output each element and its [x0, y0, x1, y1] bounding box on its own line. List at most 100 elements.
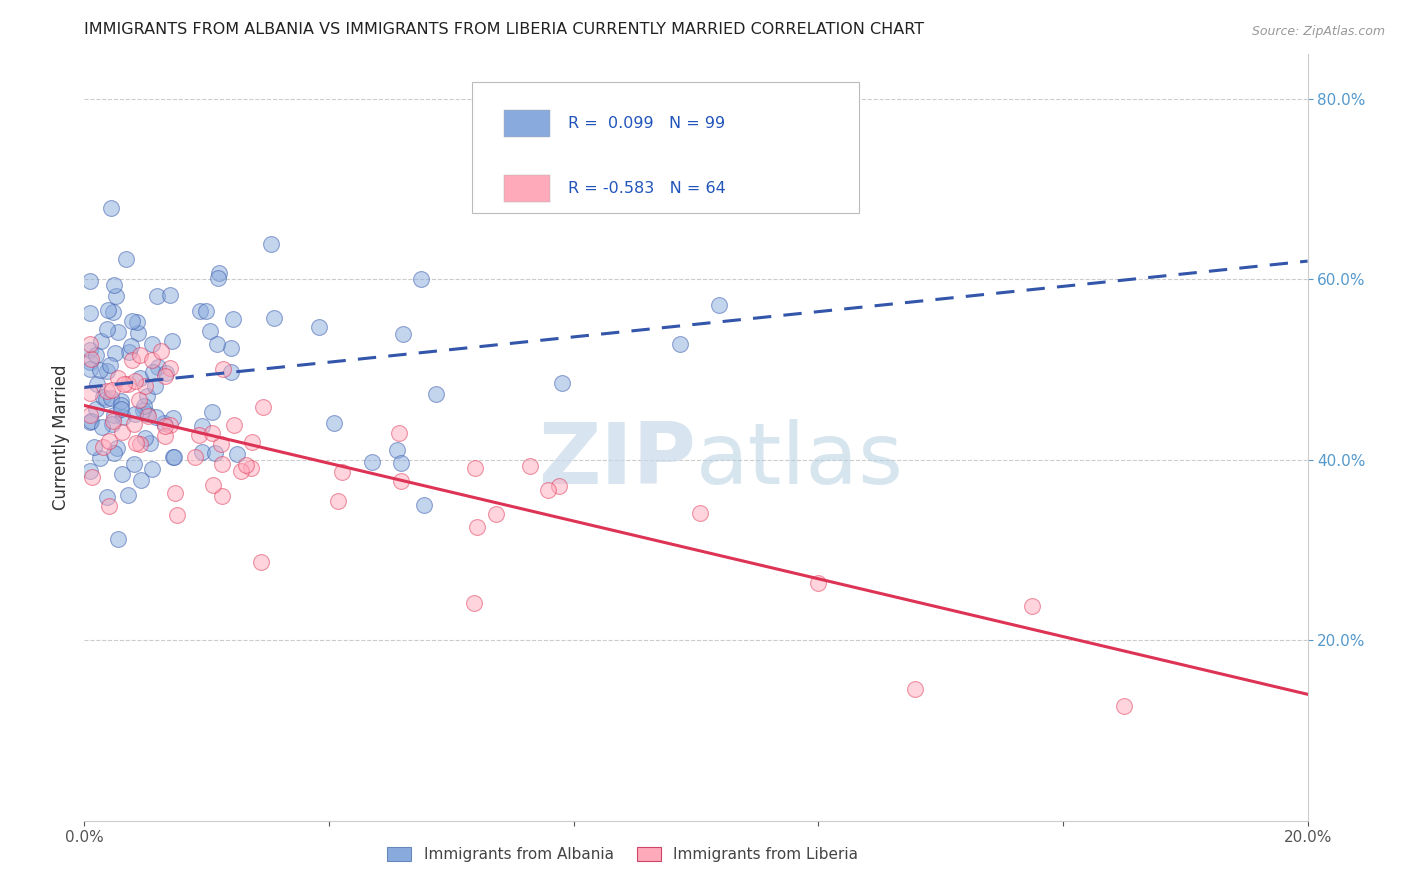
Immigrants from Liberia	[689, 506, 711, 520]
Immigrants from Albania	[100, 417, 122, 432]
Immigrants from Albania	[145, 409, 167, 424]
Immigrants from Albania	[79, 274, 101, 288]
Text: R = -0.583   N = 64: R = -0.583 N = 64	[568, 181, 725, 196]
Immigrants from Albania	[129, 473, 152, 487]
Immigrants from Liberia	[155, 418, 177, 433]
Immigrants from Liberia	[389, 474, 412, 488]
Text: IMMIGRANTS FROM ALBANIA VS IMMIGRANTS FROM LIBERIA CURRENTLY MARRIED CORRELATION: IMMIGRANTS FROM ALBANIA VS IMMIGRANTS FR…	[84, 22, 925, 37]
Immigrants from Liberia	[330, 465, 353, 479]
Immigrants from Albania	[124, 407, 146, 421]
Immigrants from Liberia	[166, 508, 188, 522]
Immigrants from Albania	[188, 304, 211, 318]
Immigrants from Liberia	[141, 352, 163, 367]
Immigrants from Albania	[207, 271, 229, 285]
Immigrants from Albania	[105, 441, 128, 455]
Immigrants from Liberia	[124, 435, 146, 450]
Immigrants from Albania	[84, 401, 107, 416]
Immigrants from Liberia	[149, 343, 172, 358]
Legend: Immigrants from Albania, Immigrants from Liberia: Immigrants from Albania, Immigrants from…	[381, 841, 865, 868]
Immigrants from Albania	[84, 348, 107, 362]
Immigrants from Liberia	[129, 437, 152, 451]
Immigrants from Albania	[194, 304, 217, 318]
Immigrants from Liberia	[548, 479, 571, 493]
Immigrants from Liberia	[96, 384, 118, 399]
Immigrants from Albania	[143, 379, 166, 393]
Immigrants from Liberia	[159, 360, 181, 375]
Immigrants from Albania	[110, 402, 132, 417]
Immigrants from Liberia	[80, 470, 103, 484]
Immigrants from Albania	[163, 450, 186, 464]
Immigrants from Albania	[94, 392, 117, 406]
Immigrants from Albania	[103, 408, 125, 422]
Immigrants from Liberia	[101, 383, 124, 397]
Immigrants from Albania	[117, 488, 139, 502]
Immigrants from Albania	[191, 445, 214, 459]
Immigrants from Liberia	[107, 370, 129, 384]
Immigrants from Albania	[105, 289, 128, 303]
Immigrants from Liberia	[211, 489, 233, 503]
Immigrants from Albania	[391, 327, 413, 342]
Immigrants from Liberia	[252, 401, 274, 415]
Immigrants from Liberia	[134, 379, 156, 393]
FancyBboxPatch shape	[503, 110, 550, 137]
Immigrants from Albania	[91, 390, 114, 404]
Immigrants from Liberia	[388, 426, 411, 441]
Immigrants from Liberia	[1021, 599, 1043, 613]
Immigrants from Liberia	[153, 369, 176, 384]
Immigrants from Albania	[129, 370, 152, 384]
Immigrants from Albania	[110, 398, 132, 412]
Immigrants from Albania	[219, 365, 242, 379]
Immigrants from Albania	[263, 311, 285, 326]
Immigrants from Albania	[122, 457, 145, 471]
Immigrants from Albania	[79, 355, 101, 369]
Immigrants from Albania	[79, 464, 101, 478]
Immigrants from Albania	[100, 202, 122, 216]
Immigrants from Albania	[111, 467, 134, 481]
Immigrants from Liberia	[111, 425, 134, 439]
Immigrants from Liberia	[485, 507, 508, 521]
Immigrants from Liberia	[463, 596, 485, 610]
Y-axis label: Currently Married: Currently Married	[52, 364, 70, 510]
Text: Source: ZipAtlas.com: Source: ZipAtlas.com	[1251, 25, 1385, 38]
Immigrants from Albania	[79, 306, 101, 320]
Immigrants from Albania	[100, 391, 122, 405]
Immigrants from Albania	[160, 334, 183, 348]
Immigrants from Liberia	[159, 417, 181, 432]
Immigrants from Albania	[134, 431, 156, 445]
Immigrants from Albania	[308, 320, 330, 334]
Immigrants from Albania	[208, 266, 231, 280]
FancyBboxPatch shape	[472, 82, 859, 213]
Immigrants from Albania	[107, 325, 129, 339]
Immigrants from Liberia	[128, 392, 150, 407]
Immigrants from Liberia	[211, 457, 233, 471]
Immigrants from Liberia	[209, 437, 232, 451]
Immigrants from Albania	[219, 341, 242, 355]
Immigrants from Liberia	[519, 458, 541, 473]
Immigrants from Albania	[425, 387, 447, 401]
Immigrants from Liberia	[184, 450, 207, 465]
Immigrants from Liberia	[229, 464, 252, 478]
Immigrants from Liberia	[80, 351, 103, 366]
Immigrants from Albania	[360, 455, 382, 469]
Immigrants from Liberia	[153, 429, 176, 443]
Immigrants from Albania	[90, 334, 112, 348]
Immigrants from Albania	[132, 399, 155, 413]
Immigrants from Albania	[153, 416, 176, 430]
Immigrants from Albania	[162, 411, 184, 425]
Immigrants from Liberia	[235, 458, 257, 472]
Immigrants from Liberia	[211, 362, 233, 376]
Immigrants from Albania	[80, 414, 103, 428]
Immigrants from Liberia	[98, 434, 121, 448]
Immigrants from Albania	[118, 344, 141, 359]
Immigrants from Albania	[389, 456, 412, 470]
Immigrants from Albania	[86, 376, 108, 391]
Immigrants from Liberia	[537, 483, 560, 498]
Immigrants from Liberia	[97, 499, 120, 513]
Immigrants from Liberia	[202, 478, 225, 492]
Immigrants from Albania	[323, 417, 346, 431]
Immigrants from Liberia	[222, 418, 245, 433]
Immigrants from Albania	[103, 277, 125, 292]
Immigrants from Albania	[222, 311, 245, 326]
Immigrants from Liberia	[188, 428, 211, 442]
Immigrants from Albania	[91, 419, 114, 434]
